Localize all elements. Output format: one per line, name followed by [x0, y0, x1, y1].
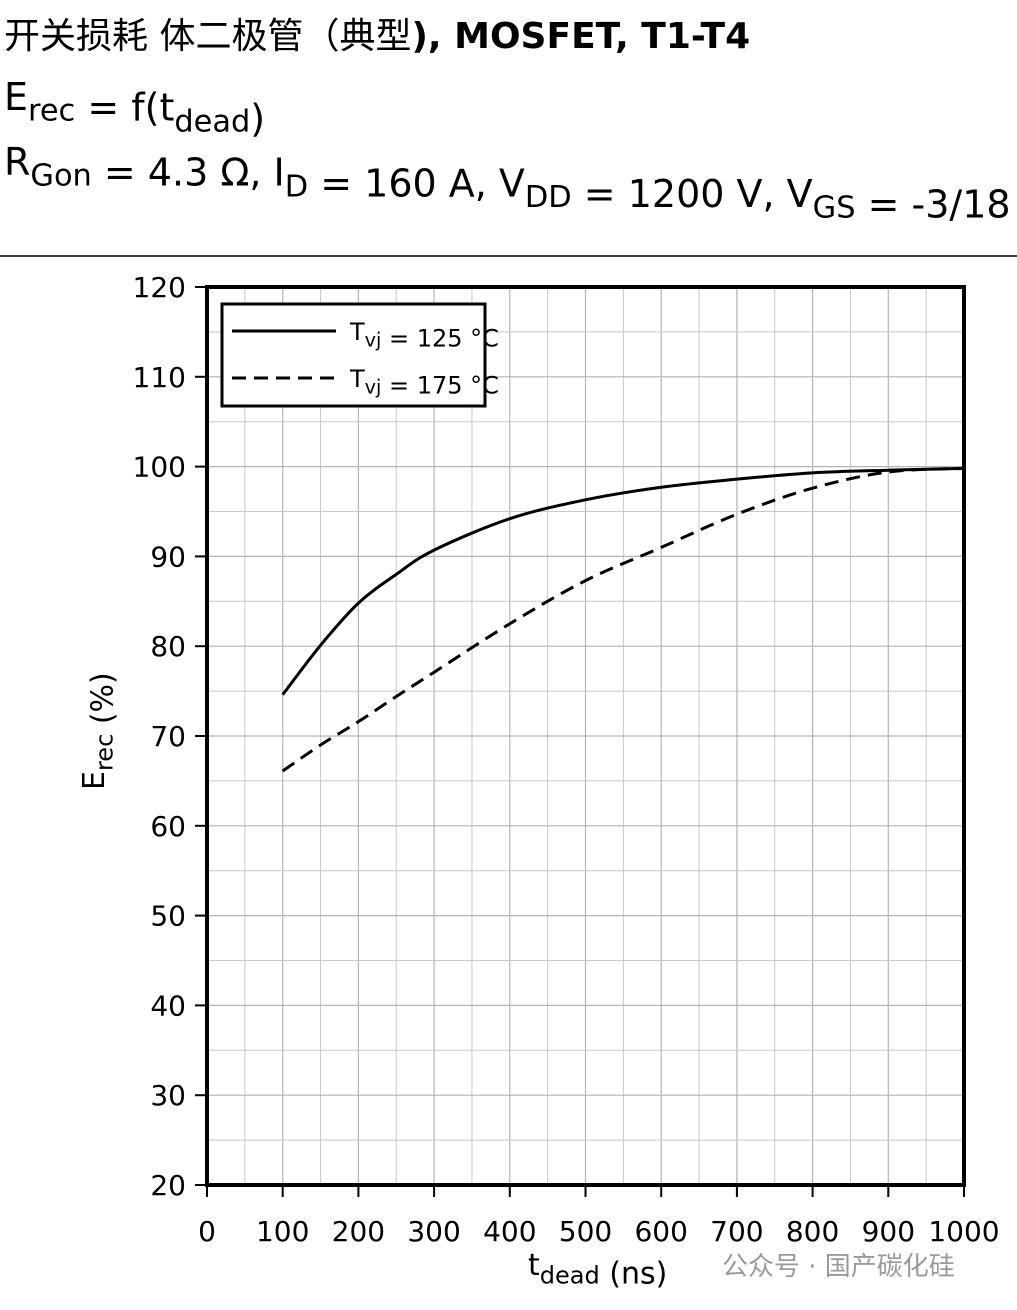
y-tick-label: 110	[133, 361, 186, 394]
x-tick-label: 900	[862, 1215, 915, 1248]
text-part: = 175 °C	[381, 372, 499, 400]
subscript: rec	[28, 94, 75, 129]
conditions: RGon = 4.3 Ω, ID = 160 A, VDD = 1200 V, …	[4, 140, 1017, 227]
text-part: = 1200 V, V	[572, 172, 813, 216]
text-part: = -3/18 V	[856, 183, 1017, 227]
x-tick-label: 1000	[928, 1215, 999, 1248]
text-part: (%)	[85, 672, 120, 733]
text-part: E	[77, 771, 112, 790]
subscript: vj	[365, 376, 382, 399]
y-tick-label: 40	[150, 989, 186, 1022]
y-tick-label: 80	[150, 630, 186, 663]
x-tick-label: 300	[407, 1215, 460, 1248]
subscript: rec	[90, 734, 118, 771]
text-part: T	[349, 318, 365, 346]
subtitle: Erec = f(tdead)	[4, 75, 265, 140]
subscript: D	[285, 169, 308, 204]
x-tick-label: 0	[198, 1215, 216, 1248]
subscript: dead	[174, 104, 250, 139]
y-tick-label: 90	[150, 540, 186, 573]
chart-title: 开关损耗 体二极管（典型), MOSFET, T1-T4	[4, 16, 750, 57]
x-axis-label: tdead (ns)	[528, 1248, 667, 1291]
x-tick-label: 100	[256, 1215, 309, 1248]
x-tick-label: 200	[332, 1215, 385, 1248]
text-part: t	[528, 1248, 540, 1283]
text-part: E	[4, 75, 28, 119]
text-part: )	[250, 96, 265, 140]
subscript: Gon	[30, 159, 91, 194]
x-tick-label: 700	[710, 1215, 763, 1248]
title-part: ), MOSFET, T1-T4	[411, 16, 750, 57]
subscript: GS	[813, 191, 856, 226]
text-part: = 125 °C	[381, 325, 499, 353]
y-tick-label: 100	[133, 451, 186, 484]
text-part: = 4.3 Ω, I	[92, 151, 285, 195]
x-tick-label: 800	[786, 1215, 839, 1248]
text-part: T	[349, 365, 365, 393]
text-part: = 160 A, V	[308, 161, 525, 205]
x-tick-label: 600	[634, 1215, 687, 1248]
text-part: (ns)	[600, 1256, 668, 1291]
y-tick-label: 20	[150, 1169, 186, 1202]
y-tick-label: 70	[150, 720, 186, 753]
x-tick-label: 400	[483, 1215, 536, 1248]
y-tick-label: 30	[150, 1079, 186, 1112]
watermark: 公众号 · 国产碳化硅	[722, 1252, 955, 1282]
y-axis-label: Erec (%)	[77, 672, 120, 790]
y-tick-label: 50	[150, 900, 186, 933]
title-part: 开关损耗 体二极管（典型	[4, 16, 411, 57]
subscript: DD	[525, 180, 572, 215]
y-tick-label: 60	[150, 810, 186, 843]
text-part: R	[4, 140, 30, 184]
subscript: vj	[365, 329, 382, 352]
x-tick-label: 500	[559, 1215, 612, 1248]
text-part: = f(t	[75, 86, 174, 130]
subscript: dead	[540, 1261, 600, 1289]
y-tick-label: 120	[133, 271, 186, 304]
